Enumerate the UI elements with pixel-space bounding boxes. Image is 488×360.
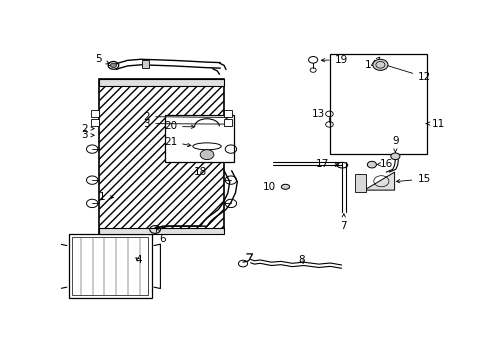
Circle shape: [390, 153, 399, 159]
Bar: [72, 237, 148, 296]
Text: 20: 20: [163, 121, 194, 131]
Bar: [329, 54, 426, 154]
Circle shape: [366, 161, 376, 168]
Text: 8: 8: [297, 255, 304, 265]
Text: 19: 19: [321, 55, 347, 65]
Circle shape: [200, 150, 213, 159]
Text: 18: 18: [194, 167, 207, 177]
Text: 3: 3: [81, 130, 94, 140]
Bar: [99, 228, 224, 234]
Text: 12: 12: [381, 63, 430, 82]
Polygon shape: [364, 172, 394, 190]
Text: 11: 11: [425, 118, 444, 129]
Text: 1: 1: [99, 192, 113, 202]
Ellipse shape: [281, 184, 289, 189]
Text: 2: 2: [143, 112, 228, 122]
Text: 6: 6: [156, 229, 165, 244]
Circle shape: [110, 63, 116, 68]
Text: 21: 21: [163, 136, 190, 147]
Bar: [354, 174, 366, 192]
Text: 2: 2: [81, 123, 94, 134]
Bar: [99, 79, 224, 234]
Bar: [90, 110, 99, 117]
Text: 14: 14: [365, 57, 379, 70]
Text: 17: 17: [316, 159, 338, 169]
Bar: [90, 120, 99, 126]
Text: 4: 4: [135, 255, 142, 265]
Text: 3: 3: [143, 118, 228, 129]
Bar: [224, 110, 232, 117]
Bar: [165, 115, 233, 162]
Text: 9: 9: [391, 136, 398, 152]
Bar: [99, 79, 224, 86]
Bar: [68, 234, 152, 298]
Text: 16: 16: [376, 159, 392, 169]
Bar: [142, 60, 148, 68]
Text: 10: 10: [263, 182, 286, 192]
Circle shape: [372, 59, 387, 70]
Text: 13: 13: [311, 109, 325, 118]
Bar: [224, 120, 232, 126]
Text: 15: 15: [396, 174, 430, 184]
Text: 7: 7: [340, 214, 346, 231]
Text: 5: 5: [95, 54, 109, 64]
